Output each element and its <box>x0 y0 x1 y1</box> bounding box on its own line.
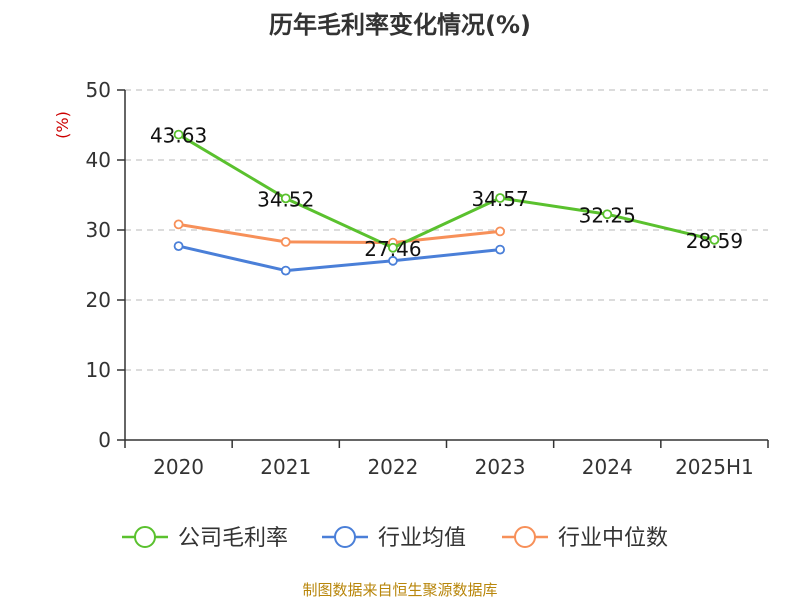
y-tick-label: 10 <box>86 358 111 382</box>
legend-label: 行业中位数 <box>558 526 668 551</box>
legend-label: 公司毛利率 <box>178 526 288 551</box>
series-layer <box>173 129 720 276</box>
data-label: 34.52 <box>257 187 314 211</box>
data-point <box>495 193 505 203</box>
y-tick-label: 30 <box>86 218 111 242</box>
data-point <box>173 241 184 252</box>
data-point <box>709 234 720 245</box>
legend-item: 行业均值 <box>322 526 466 551</box>
axes: 0 10 20 30 40 50 2020 2021 2022 2023 2024 2025H1 <box>86 78 769 479</box>
legend-label: 行业均值 <box>378 526 466 551</box>
data-label: 27.46 <box>364 237 421 261</box>
x-tick-label: 2021 <box>260 455 311 479</box>
data-point <box>280 265 291 276</box>
data-labels: 43.63 34.52 27.46 34.57 32.25 28.59 <box>150 124 743 261</box>
x-tick-label: 2023 <box>475 455 526 479</box>
data-point <box>388 255 398 266</box>
y-tick-label: 50 <box>86 78 111 102</box>
y-tick-label: 40 <box>86 148 111 172</box>
source-note: 制图数据来自恒生聚源数据库 <box>302 581 497 599</box>
x-tick-label: 2020 <box>153 455 204 479</box>
data-point <box>173 219 184 230</box>
y-tick-label: 0 <box>98 428 111 452</box>
data-label: 28.59 <box>686 229 743 253</box>
data-point <box>388 242 398 253</box>
data-label: 34.57 <box>471 187 528 211</box>
data-point <box>173 129 184 140</box>
data-point <box>495 244 505 255</box>
data-label: 32.25 <box>579 203 636 227</box>
legend-swatch-marker <box>134 526 156 548</box>
chart-title: 历年毛利率变化情况(%) <box>269 11 531 39</box>
grid-lines <box>125 89 768 371</box>
x-tick-label: 2022 <box>367 455 418 479</box>
legend-item: 行业中位数 <box>502 526 668 551</box>
data-point <box>495 226 505 237</box>
legend-item: 公司毛利率 <box>122 526 288 551</box>
y-tick-label: 20 <box>86 288 111 312</box>
data-point <box>280 193 291 204</box>
legend-swatch-marker <box>334 526 356 548</box>
x-tick-label: 2024 <box>582 455 633 479</box>
x-tick-label: 2025H1 <box>675 455 754 479</box>
data-label: 43.63 <box>150 124 207 148</box>
series-line-1 <box>178 244 501 273</box>
series-line-2 <box>178 222 501 245</box>
y-axis-label: (%) <box>53 111 72 139</box>
legend-swatch-marker <box>514 526 536 548</box>
data-point <box>602 209 613 220</box>
data-point <box>280 236 291 247</box>
legend: 公司毛利率 行业均值 行业中位数 <box>122 526 668 551</box>
series-line-0 <box>177 133 715 250</box>
